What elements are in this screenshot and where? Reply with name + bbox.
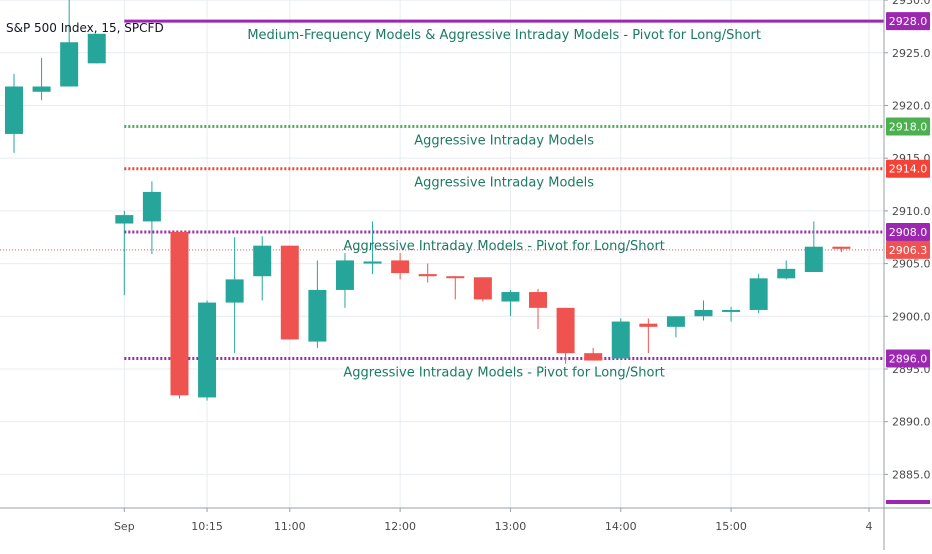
candle-body <box>556 307 575 354</box>
level-price-label: 2918.0 <box>889 121 928 134</box>
candle-body <box>335 260 354 290</box>
level-annotation: Aggressive Intraday Models <box>414 134 594 149</box>
candle-body <box>391 260 410 274</box>
grid-layer <box>0 0 884 508</box>
x-tick-label: 4 <box>865 520 872 533</box>
candle-body <box>666 316 685 327</box>
x-tick-label: 11:00 <box>274 520 306 533</box>
candle-body <box>170 231 189 396</box>
level-price-tag <box>886 349 930 368</box>
level-annotation: Aggressive Intraday Models - Pivot for L… <box>343 365 665 380</box>
y-tick-label: 2900.0 <box>892 310 931 323</box>
level-price-tag <box>886 222 930 241</box>
candle-body <box>363 261 382 264</box>
candle-body <box>5 86 23 134</box>
y-tick-label: 2885.0 <box>892 468 931 481</box>
chart-title: S&P 500 Index, 15, SPCFD <box>6 21 164 35</box>
candle-body <box>584 353 603 361</box>
candle-body <box>198 302 217 398</box>
candle-body <box>529 292 548 308</box>
candle-body <box>832 246 851 249</box>
y-tick-label: 2930.0 <box>892 0 931 7</box>
last-price-tag <box>886 240 930 259</box>
level-price-label: 2928.0 <box>889 15 928 28</box>
x-tick-label: 15:00 <box>715 520 747 533</box>
candle-body <box>308 289 327 342</box>
candle-body <box>722 309 741 312</box>
candle-body <box>777 268 796 279</box>
candle-body <box>87 33 106 64</box>
x-tick-label: 10:15 <box>191 520 223 533</box>
level-annotation: Aggressive Intraday Models - Pivot for L… <box>343 239 665 254</box>
levels-layer <box>0 19 884 360</box>
candle-body <box>501 292 520 302</box>
candle-body <box>142 191 161 222</box>
annotations-layer: Medium-Frequency Models & Aggressive Int… <box>247 28 761 380</box>
candle-body <box>32 86 51 92</box>
x-tick-label: Sep <box>114 520 135 533</box>
candle-body <box>115 215 134 224</box>
y-tick-label: 2890.0 <box>892 416 931 429</box>
candle-body <box>473 277 492 300</box>
candle-body <box>253 245 272 277</box>
level-price-label: 2896.0 <box>889 352 928 365</box>
level-price-label: 2914.0 <box>889 163 928 176</box>
candle-body <box>639 323 658 327</box>
level-annotation: Medium-Frequency Models & Aggressive Int… <box>247 28 761 43</box>
x-tick-label: 14:00 <box>605 520 637 533</box>
x-tick-label: 12:00 <box>384 520 416 533</box>
y-tick-label: 2925.0 <box>892 47 931 60</box>
level-annotation: Aggressive Intraday Models <box>414 176 594 191</box>
level-price-tag <box>886 159 930 178</box>
y-tick-label: 2905.0 <box>892 258 931 271</box>
candle-body <box>694 309 713 317</box>
candle-body <box>804 246 823 273</box>
candles-layer <box>5 0 851 401</box>
x-tick-label: 13:00 <box>495 520 527 533</box>
candle-body <box>60 42 79 87</box>
candle-body <box>418 274 437 277</box>
last-price-label: 2906.3 <box>889 244 928 257</box>
offscreen-level-tag <box>886 500 930 504</box>
candle-body <box>280 245 299 340</box>
candle-body <box>611 321 630 359</box>
level-price-label: 2908.0 <box>889 226 928 239</box>
y-tick-label: 2910.0 <box>892 205 931 218</box>
level-price-tag <box>886 117 930 136</box>
level-price-tag <box>886 12 930 31</box>
candle-body <box>446 276 465 279</box>
y-tick-label: 2920.0 <box>892 99 931 112</box>
candle-body <box>749 278 768 310</box>
candle-body <box>225 279 244 303</box>
